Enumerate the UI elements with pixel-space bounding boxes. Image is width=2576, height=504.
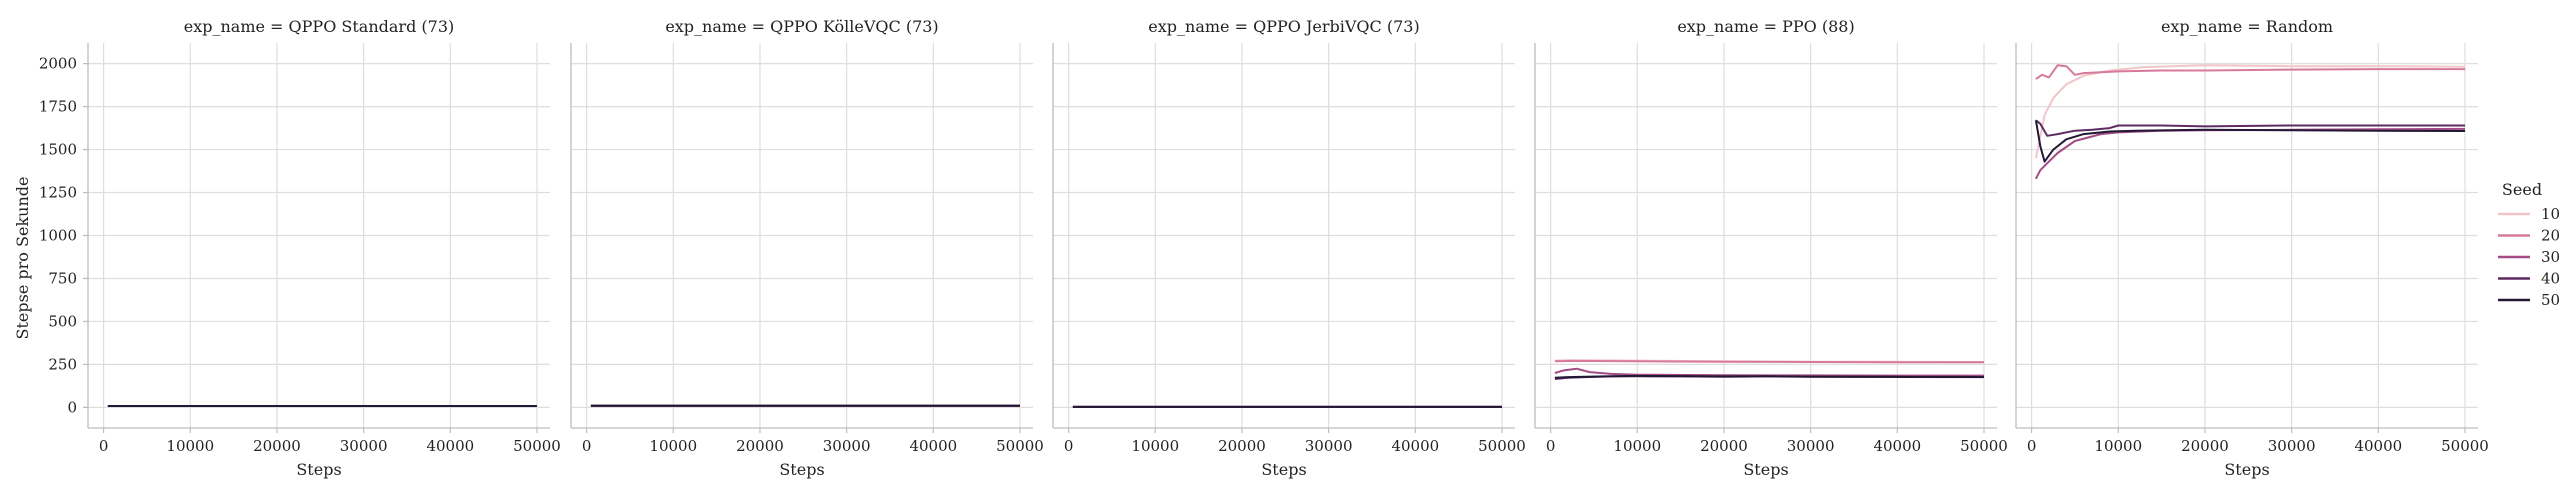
y-tick-label: 1250: [39, 184, 77, 202]
legend-label: 30: [2541, 248, 2560, 266]
facet-panel: 0 10000 20000 30000 40000 50000 exp_name = QPP…: [1052, 17, 1526, 479]
x-tick-label: 50000: [1960, 437, 2008, 455]
facet-panel: 0 10000 20000 30000 40000 50000 0 250 500 750 1000…: [39, 17, 561, 479]
x-tick-label: 0: [1546, 437, 1556, 455]
x-axis-label: Steps: [2224, 460, 2269, 479]
y-tick-label: 2000: [39, 55, 77, 73]
x-tick-label: 40000: [909, 437, 957, 455]
x-tick-label: 10000: [1613, 437, 1661, 455]
x-tick-label: 10000: [2094, 437, 2142, 455]
x-tick-label: 0: [1064, 437, 1074, 455]
y-tick-label: 750: [48, 269, 77, 287]
x-tick-label: 30000: [1787, 437, 1835, 455]
series-line-seed-40: [2035, 119, 2465, 137]
legend: Seed 10 20 30 40 50: [2498, 180, 2560, 309]
y-axis-label: Stepse pro Sekunde: [13, 177, 32, 340]
series-line-seed-20: [1554, 360, 1985, 364]
x-tick-label: 50000: [996, 437, 1044, 455]
x-tick-label: 50000: [513, 437, 561, 455]
x-tick-label: 10000: [166, 437, 214, 455]
panel-title: exp_name = QPPO Standard (73): [184, 17, 454, 36]
panel-title: exp_name = PPO (88): [1677, 17, 1854, 36]
y-tick-label: 1500: [39, 141, 77, 159]
legend-label: 20: [2541, 227, 2560, 245]
x-tick-label: 0: [2027, 437, 2037, 455]
x-tick-label: 30000: [2268, 437, 2316, 455]
y-tick-label: 250: [48, 355, 77, 373]
x-tick-label: 40000: [426, 437, 474, 455]
legend-label: 40: [2541, 270, 2560, 288]
x-tick-label: 50000: [2441, 437, 2489, 455]
facet-panel: 0 10000 20000 30000 40000 50000 exp_name = PPO…: [1534, 17, 2008, 479]
x-tick-label: 40000: [2354, 437, 2402, 455]
panel-title: exp_name = QPPO JerbiVQC (73): [1148, 17, 1419, 36]
x-tick-label: 20000: [1218, 437, 1266, 455]
x-tick-label: 20000: [253, 437, 301, 455]
x-tick-label: 40000: [1873, 437, 1921, 455]
series-line-seed-30: [1554, 367, 1984, 377]
panel-title: exp_name = QPPO KölleVQC (73): [665, 17, 938, 36]
x-tick-label: 50000: [1478, 437, 1526, 455]
x-tick-label: 30000: [1305, 437, 1353, 455]
panel-title: exp_name = Random: [2161, 17, 2333, 36]
x-tick-label: 20000: [1700, 437, 1748, 455]
facet-panel: 0 10000 20000 30000 40000 50000 exp_name = Ran…: [2015, 17, 2489, 479]
x-tick-label: 10000: [1131, 437, 1179, 455]
series-line-seed-50: [1554, 374, 1985, 379]
series-line-seed-50: [2034, 120, 2466, 163]
x-tick-label: 0: [582, 437, 592, 455]
x-axis-label: Steps: [296, 460, 341, 479]
y-tick-label: 0: [67, 398, 77, 416]
x-axis-label: Steps: [779, 460, 824, 479]
series-line-seed-30: [2035, 127, 2466, 180]
y-tick-label: 1750: [39, 98, 77, 116]
y-tick-label: 1000: [39, 227, 77, 245]
x-tick-label: 30000: [340, 437, 388, 455]
y-tick-label: 500: [48, 312, 77, 330]
x-tick-label: 20000: [2181, 437, 2229, 455]
x-tick-label: 20000: [736, 437, 784, 455]
facet-panels: 0 10000 20000 30000 40000 5000002505007501000…: [39, 17, 2489, 479]
series-line-seed-10: [2034, 64, 2466, 159]
x-axis-label: Steps: [1743, 460, 1788, 479]
x-tick-label: 10000: [649, 437, 697, 455]
series-line-seed-20: [2035, 64, 2465, 80]
legend-label: 50: [2541, 291, 2560, 309]
facet-panel: 0 10000 20000 30000 40000 50000 exp_name = QPP…: [570, 17, 1044, 479]
x-tick-label: 30000: [823, 437, 871, 455]
legend-title: Seed: [2502, 180, 2542, 199]
x-tick-label: 40000: [1391, 437, 1439, 455]
legend-label: 10: [2541, 205, 2560, 223]
x-tick-label: 0: [99, 437, 109, 455]
x-axis-label: Steps: [1261, 460, 1306, 479]
